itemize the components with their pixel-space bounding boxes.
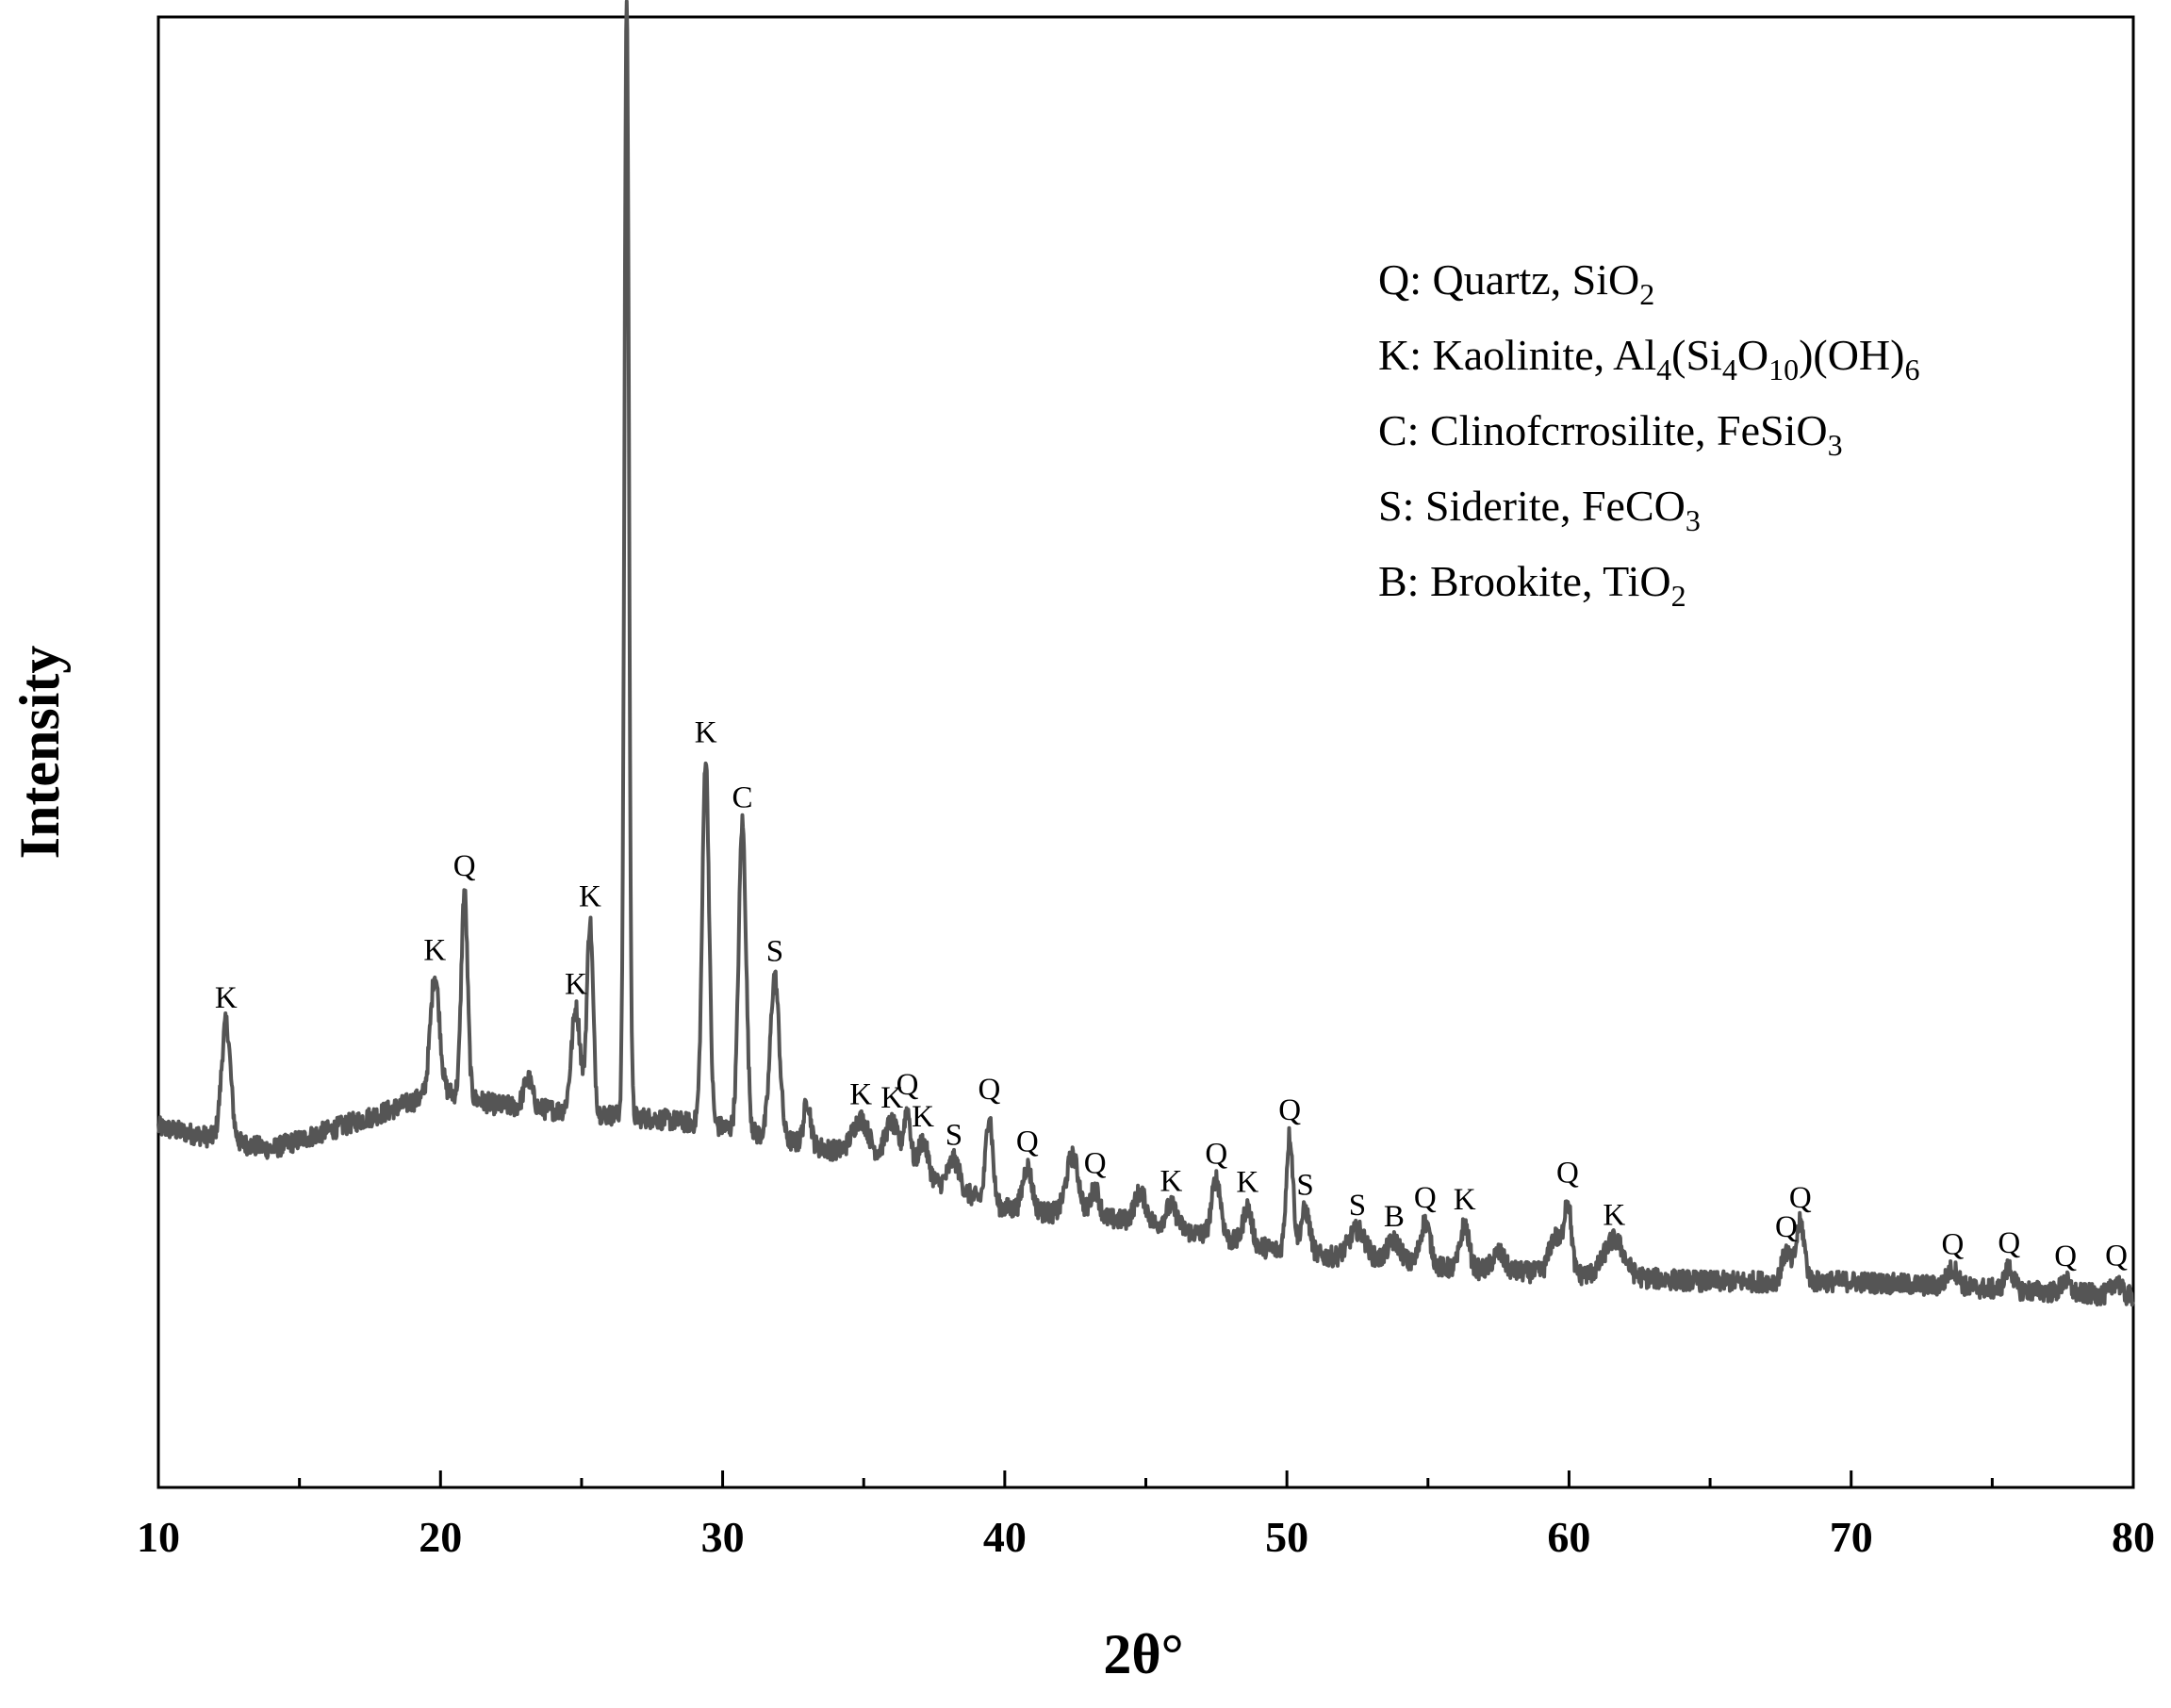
trace-layer bbox=[156, 0, 2135, 1307]
peak-label-q: Q bbox=[1556, 1157, 1579, 1191]
x-tick-label: 40 bbox=[983, 1513, 1027, 1561]
peak-label-k: K bbox=[1236, 1166, 1258, 1200]
peak-label-q: Q bbox=[1414, 1181, 1437, 1215]
peak-label-s: S bbox=[946, 1119, 962, 1153]
legend-entry-q: Q: Quartz, SiO2 bbox=[1378, 255, 1654, 311]
x-tick-label: 30 bbox=[701, 1513, 745, 1561]
y-axis-title: Intensity bbox=[8, 646, 71, 860]
x-tick-label: 50 bbox=[1265, 1513, 1308, 1561]
xrd-pattern-line bbox=[156, 0, 2135, 1307]
peak-label-k: K bbox=[880, 1081, 903, 1115]
peak-label-q: Q bbox=[1998, 1226, 2020, 1260]
peak-label-q: Q bbox=[1278, 1093, 1301, 1127]
x-axis: 10 20 30 40 50 60 70 80 bbox=[137, 1470, 2155, 1561]
peak-label-k: K bbox=[849, 1077, 872, 1111]
peak-label-q: Q bbox=[1205, 1137, 1227, 1171]
peak-label-k: K bbox=[1160, 1164, 1183, 1198]
x-tick-label: 60 bbox=[1547, 1513, 1590, 1561]
peak-label-k: K bbox=[215, 981, 238, 1015]
x-tick-label: 20 bbox=[419, 1513, 462, 1561]
peak-label-k: K bbox=[695, 715, 717, 749]
peak-label-b: B bbox=[1384, 1200, 1405, 1234]
peak-label-s: S bbox=[766, 935, 783, 969]
peak-label-s: S bbox=[1349, 1189, 1366, 1223]
plot-frame bbox=[156, 15, 2135, 1489]
peak-labels: KKQKKQKCSKKQKSQQQKQKQSSBQKQKQQQQQQ bbox=[215, 715, 2128, 1273]
peak-label-q: Q bbox=[978, 1073, 1000, 1107]
peak-label-q: Q bbox=[1789, 1181, 1812, 1215]
peak-label-k: K bbox=[423, 933, 446, 967]
legend-entry-c: C: Clinofcrrosilite, FeSiO3 bbox=[1378, 406, 1843, 462]
legend-entry-k: K: Kaolinite, Al4(Si4O10)(OH)6 bbox=[1378, 331, 1919, 386]
peak-label-q: Q bbox=[1942, 1227, 1965, 1261]
x-tick-label: 80 bbox=[2112, 1513, 2155, 1561]
plot-border bbox=[156, 15, 2135, 1489]
peak-label-k: K bbox=[579, 879, 601, 913]
peak-label-q: Q bbox=[896, 1068, 919, 1102]
peak-label-q: Q bbox=[453, 849, 476, 883]
peak-label-k: K bbox=[912, 1100, 934, 1134]
peak-label-q: Q bbox=[1775, 1210, 1798, 1244]
peak-label-q: Q bbox=[1016, 1125, 1039, 1158]
legend-entry-s: S: Siderite, FeCO3 bbox=[1378, 482, 1701, 537]
peak-label-c: C bbox=[732, 781, 753, 815]
peak-label-q: Q bbox=[2054, 1240, 2077, 1273]
legend-entry-b: B: Brookite, TiO2 bbox=[1378, 557, 1686, 613]
x-tick-label: 10 bbox=[137, 1513, 180, 1561]
peak-label-k: K bbox=[1454, 1183, 1476, 1217]
legend: Q: Quartz, SiO2 K: Kaolinite, Al4(Si4O10)… bbox=[1378, 255, 1919, 613]
peak-label-s: S bbox=[1296, 1169, 1313, 1203]
peak-label-k: K bbox=[1603, 1198, 1625, 1232]
peak-label-q: Q bbox=[2105, 1240, 2128, 1273]
peak-label-k: K bbox=[565, 967, 587, 1001]
x-axis-title: 2θ° bbox=[1103, 1623, 1183, 1685]
peak-label-q: Q bbox=[1084, 1146, 1107, 1180]
x-tick-label: 70 bbox=[1830, 1513, 1873, 1561]
